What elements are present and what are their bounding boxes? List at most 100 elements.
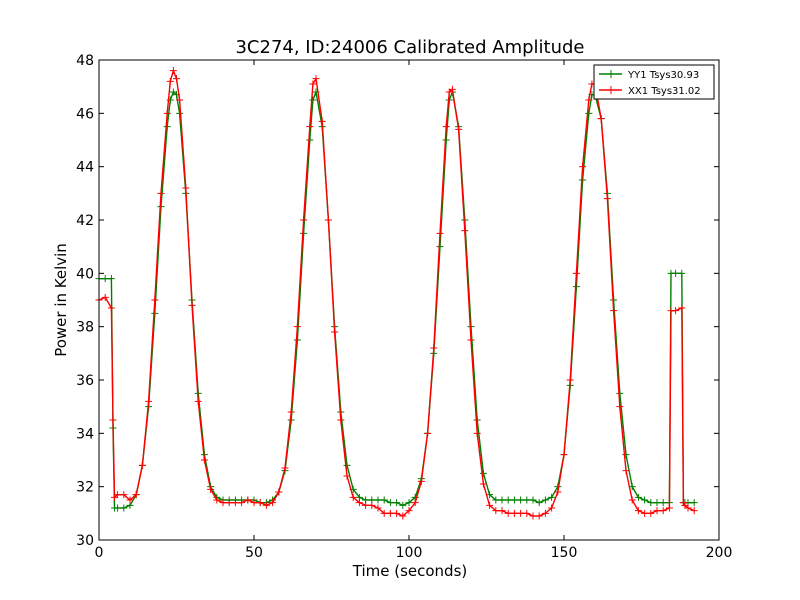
data-point	[163, 123, 171, 131]
y-tick-label: 36	[76, 373, 94, 389]
data-point	[448, 85, 456, 93]
data-point	[176, 96, 184, 104]
data-point	[572, 269, 580, 277]
data-point	[622, 451, 630, 459]
data-point	[442, 123, 450, 131]
data-point	[647, 499, 655, 507]
data-point	[541, 509, 549, 517]
data-point	[641, 496, 649, 504]
data-point	[120, 491, 128, 499]
data-point	[665, 504, 673, 512]
data-point	[535, 499, 543, 507]
data-point	[331, 328, 339, 336]
data-point	[126, 496, 134, 504]
data-point	[386, 499, 394, 507]
data-point	[309, 80, 317, 88]
data-point	[318, 117, 326, 125]
data-point	[417, 477, 425, 485]
data-point	[300, 216, 308, 224]
data-point	[250, 499, 258, 507]
y-tick-label: 40	[76, 266, 94, 282]
data-point	[467, 336, 475, 344]
data-point	[672, 269, 680, 277]
data-point	[610, 307, 618, 315]
data-point	[622, 467, 630, 475]
data-point	[393, 499, 401, 507]
data-point	[554, 488, 562, 496]
data-point	[653, 507, 661, 515]
data-point	[256, 499, 264, 507]
data-point	[120, 504, 128, 512]
data-point	[151, 296, 159, 304]
data-point	[486, 491, 494, 499]
data-point	[343, 472, 351, 480]
data-point	[579, 163, 587, 171]
data-point	[523, 496, 531, 504]
data-point	[628, 496, 636, 504]
data-point	[653, 499, 661, 507]
data-point	[517, 509, 525, 517]
data-point	[548, 493, 556, 501]
x-tick-label: 0	[95, 545, 104, 561]
data-point	[306, 136, 314, 144]
data-point	[281, 464, 289, 472]
legend-frame	[593, 64, 715, 100]
data-point	[479, 480, 487, 488]
data-point	[306, 123, 314, 131]
data-point	[244, 496, 252, 504]
data-point	[486, 501, 494, 509]
data-point	[473, 416, 481, 424]
data-point	[163, 109, 171, 117]
data-point	[690, 507, 698, 515]
y-tick-label: 30	[76, 533, 94, 549]
data-point	[529, 512, 537, 520]
data-point	[368, 501, 376, 509]
y-tick-label: 46	[76, 106, 94, 122]
data-point	[349, 493, 357, 501]
data-point	[479, 469, 487, 477]
data-point	[188, 301, 196, 309]
data-point	[634, 507, 642, 515]
data-point	[114, 491, 122, 499]
y-tick-label: 38	[76, 320, 94, 336]
data-point	[523, 509, 531, 517]
data-point	[411, 499, 419, 507]
data-point	[107, 275, 115, 283]
data-point	[659, 507, 667, 515]
chart-title: 3C274, ID:24006 Calibrated Amplitude	[235, 37, 584, 58]
data-point	[616, 389, 624, 397]
data-point	[405, 507, 413, 515]
y-axis-label: Power in Kelvin	[52, 243, 70, 357]
data-point	[231, 499, 239, 507]
data-point	[213, 496, 221, 504]
data-point	[269, 499, 277, 507]
data-point	[362, 501, 370, 509]
data-point	[173, 75, 180, 83]
legend-marker	[607, 86, 615, 94]
data-point	[498, 507, 506, 515]
data-point	[262, 501, 270, 509]
x-tick-label: 100	[396, 545, 423, 561]
data-point	[678, 269, 686, 277]
data-point	[374, 496, 382, 504]
data-point	[101, 293, 109, 301]
data-point	[498, 496, 506, 504]
data-point	[455, 125, 463, 133]
data-point	[219, 499, 227, 507]
data-point	[380, 496, 388, 504]
data-point	[684, 504, 692, 512]
data-point	[166, 77, 174, 85]
data-point	[355, 499, 363, 507]
data-point	[424, 429, 432, 437]
data-point	[238, 499, 246, 507]
data-point	[393, 509, 401, 517]
data-point	[343, 461, 351, 469]
data-point	[566, 376, 574, 384]
data-point	[492, 496, 500, 504]
data-point	[337, 416, 345, 424]
data-point	[182, 184, 190, 192]
data-point	[510, 509, 518, 517]
data-point	[309, 96, 317, 104]
data-point	[132, 491, 140, 499]
